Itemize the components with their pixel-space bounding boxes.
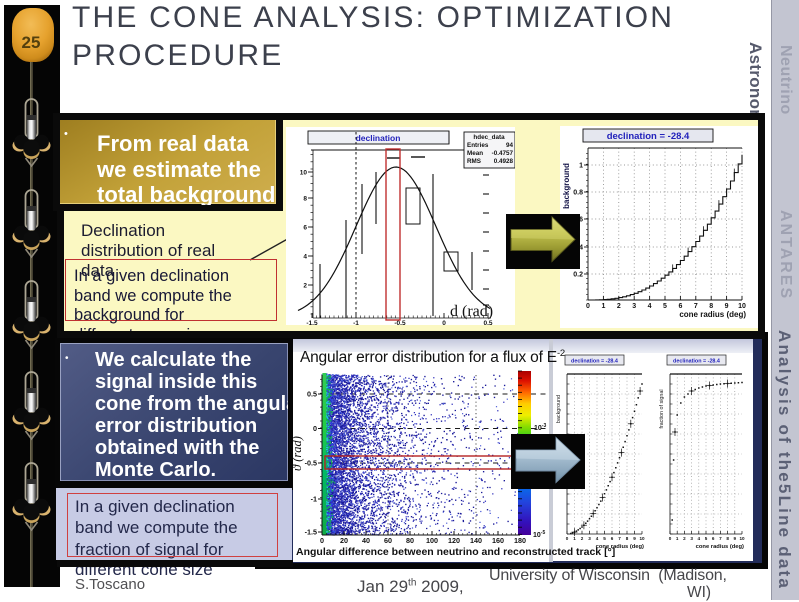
svg-text:1: 1 xyxy=(573,536,576,541)
svg-text:60: 60 xyxy=(384,536,392,545)
svg-text:declination = -28.4: declination = -28.4 xyxy=(571,359,618,365)
svg-text:2: 2 xyxy=(683,536,686,541)
svg-text:6: 6 xyxy=(678,303,682,310)
svg-text:3: 3 xyxy=(632,303,636,310)
svg-text:declination = -28.4: declination = -28.4 xyxy=(607,131,690,142)
svg-text:120: 120 xyxy=(448,536,460,545)
svg-text:10: 10 xyxy=(739,536,745,541)
svg-text:-0.5: -0.5 xyxy=(394,320,406,325)
svg-text:declination = -28.4: declination = -28.4 xyxy=(673,359,720,365)
svg-text:0: 0 xyxy=(320,536,324,545)
svg-text:1: 1 xyxy=(676,536,679,541)
svg-text:9: 9 xyxy=(734,536,737,541)
svg-text:7: 7 xyxy=(694,303,698,310)
svg-text:4: 4 xyxy=(303,253,307,260)
svg-text:-0.4757: -0.4757 xyxy=(492,150,514,157)
svg-text:-0.5: -0.5 xyxy=(305,458,317,467)
svg-text:5: 5 xyxy=(663,303,667,310)
svg-text:6: 6 xyxy=(303,224,307,231)
svg-text:10: 10 xyxy=(738,303,746,310)
svg-text:0: 0 xyxy=(669,536,672,541)
svg-text:RMS: RMS xyxy=(467,158,481,165)
svg-text:10: 10 xyxy=(639,536,645,541)
svg-text:hdec_data: hdec_data xyxy=(473,134,505,141)
svg-text:0.8: 0.8 xyxy=(573,190,583,197)
svg-text:d (rad): d (rad) xyxy=(450,303,493,320)
svg-text:ϑ (rad): ϑ (rad) xyxy=(293,436,304,471)
svg-text:9: 9 xyxy=(633,536,636,541)
svg-text:8: 8 xyxy=(726,536,729,541)
svg-text:160: 160 xyxy=(492,536,504,545)
svg-text:4: 4 xyxy=(596,536,599,541)
svg-text:7: 7 xyxy=(719,536,722,541)
svg-text:declination: declination xyxy=(356,133,401,143)
svg-text:0: 0 xyxy=(313,424,317,433)
svg-text:cone radius (deg): cone radius (deg) xyxy=(596,544,644,550)
svg-text:1: 1 xyxy=(579,163,583,170)
svg-text:fraction of signal: fraction of signal xyxy=(659,389,665,428)
svg-text:Mean: Mean xyxy=(467,150,483,157)
svg-text:0: 0 xyxy=(442,320,446,325)
svg-text:cone radius (deg): cone radius (deg) xyxy=(679,310,746,319)
svg-text:cone radius (deg): cone radius (deg) xyxy=(696,544,744,550)
svg-text:background: background xyxy=(556,395,562,423)
svg-text:180: 180 xyxy=(514,536,526,545)
svg-text:8: 8 xyxy=(709,303,713,310)
svg-text:2: 2 xyxy=(581,536,584,541)
svg-text:80: 80 xyxy=(406,536,414,545)
svg-text:-1.5: -1.5 xyxy=(306,320,318,325)
svg-text:0.5: 0.5 xyxy=(483,320,492,325)
svg-text:0: 0 xyxy=(566,536,569,541)
svg-text:0.4928: 0.4928 xyxy=(494,158,514,165)
svg-text:10-3: 10-3 xyxy=(534,423,546,432)
svg-text:5: 5 xyxy=(603,536,606,541)
svg-text:94: 94 xyxy=(506,142,514,149)
svg-text:background: background xyxy=(562,163,571,209)
svg-text:Entries: Entries xyxy=(467,142,489,149)
svg-text:3: 3 xyxy=(690,536,693,541)
svg-text:140: 140 xyxy=(470,536,482,545)
svg-text:5: 5 xyxy=(705,536,708,541)
svg-text:8: 8 xyxy=(626,536,629,541)
svg-text:1: 1 xyxy=(601,303,605,310)
svg-text:10-5: 10-5 xyxy=(533,530,545,539)
svg-text:4: 4 xyxy=(648,303,652,310)
svg-text:0.5: 0.5 xyxy=(307,389,317,398)
svg-text:4: 4 xyxy=(698,536,701,541)
svg-text:-1.5: -1.5 xyxy=(305,527,317,536)
svg-text:0: 0 xyxy=(586,303,590,310)
svg-text:10: 10 xyxy=(300,169,308,176)
svg-text:-1: -1 xyxy=(311,494,317,503)
svg-text:-1: -1 xyxy=(353,320,359,325)
svg-text:6: 6 xyxy=(712,536,715,541)
svg-text:7: 7 xyxy=(618,536,621,541)
svg-text:25: 25 xyxy=(22,33,41,52)
svg-text:8: 8 xyxy=(303,195,307,202)
svg-text:0.2: 0.2 xyxy=(573,272,583,279)
svg-text:6: 6 xyxy=(611,536,614,541)
svg-text:2: 2 xyxy=(617,303,621,310)
svg-text:20: 20 xyxy=(340,536,348,545)
svg-text:100: 100 xyxy=(426,536,438,545)
svg-text:9: 9 xyxy=(725,303,729,310)
svg-text:2: 2 xyxy=(303,282,307,289)
svg-text:3: 3 xyxy=(588,536,591,541)
svg-text:40: 40 xyxy=(362,536,370,545)
